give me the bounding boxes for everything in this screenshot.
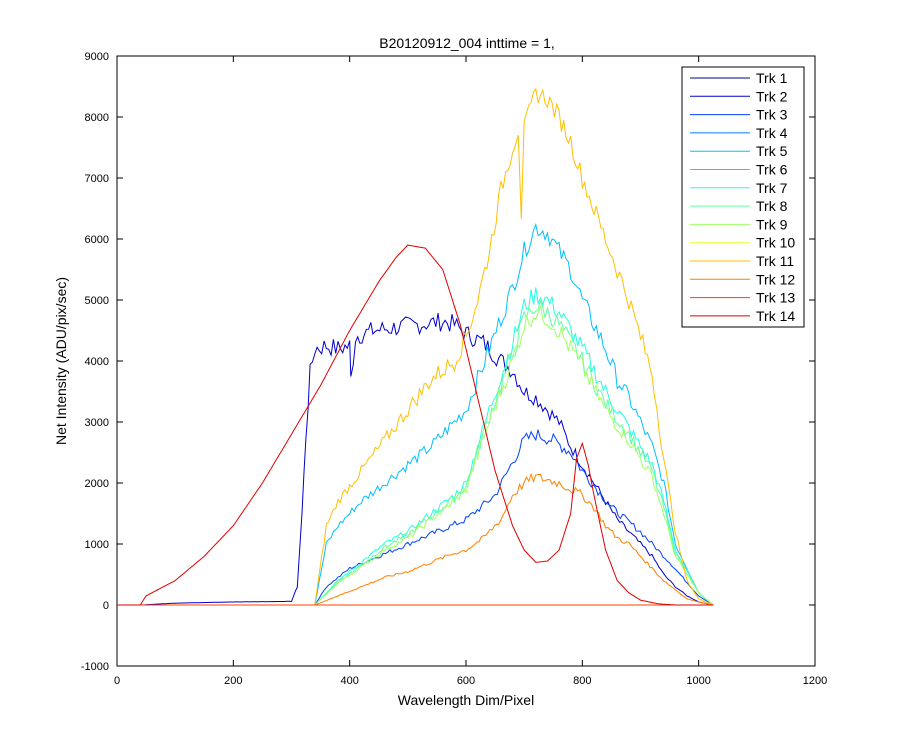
series-line-trk-2 <box>117 313 714 606</box>
legend-box <box>681 66 805 328</box>
x-tick-label: 1200 <box>803 675 827 687</box>
y-tick-label: 7000 <box>85 173 109 185</box>
y-tick-label: 4000 <box>85 356 109 368</box>
y-tick-label: -1000 <box>81 661 109 673</box>
x-tick-label: 800 <box>573 675 591 687</box>
legend-label: Trk 9 <box>756 216 788 232</box>
series-line-trk-14 <box>117 244 714 606</box>
x-axis-label: Wavelength Dim/Pixel <box>398 692 534 708</box>
legend-label: Trk 12 <box>756 271 795 287</box>
y-tick-label: 3000 <box>85 417 109 429</box>
legend-label: Trk 2 <box>756 88 788 104</box>
series-lines <box>117 87 714 606</box>
x-tick-label: 200 <box>224 675 242 687</box>
y-axis-label: Net Intensity (ADU/pix/sec) <box>53 277 69 445</box>
y-tick-label: 2000 <box>85 478 109 490</box>
legend-label: Trk 6 <box>756 162 788 178</box>
y-axis-ticks: -1000 0 1000 2000 3000 4000 5000 6000 7000 8000 90… <box>81 51 815 673</box>
x-tick-label: 600 <box>457 675 475 687</box>
legend-label: Trk 5 <box>756 143 788 159</box>
y-tick-label: 1000 <box>85 539 109 551</box>
legend-label: Trk 7 <box>756 180 788 196</box>
x-tick-label: 0 <box>114 675 120 687</box>
legend-label: Trk 14 <box>756 308 795 324</box>
y-tick-label: 5000 <box>85 295 109 307</box>
y-tick-label: 6000 <box>85 234 109 246</box>
legend-label: Trk 10 <box>756 235 795 251</box>
legend-label: Trk 1 <box>756 70 788 86</box>
y-tick-label: 9000 <box>85 51 109 63</box>
x-axis-ticks: 0 200 400 600 800 1000 1200 <box>114 56 827 687</box>
y-tick-label: 0 <box>103 600 109 612</box>
legend-label: Trk 8 <box>756 198 788 214</box>
legend-label: Trk 13 <box>756 290 795 306</box>
y-tick-label: 8000 <box>85 112 109 124</box>
legend-label: Trk 11 <box>756 253 794 269</box>
legend-label: Trk 3 <box>756 107 788 123</box>
chart-title: B20120912_004 inttime = 1, <box>379 35 555 51</box>
x-tick-label: 400 <box>340 675 358 687</box>
x-tick-label: 1000 <box>686 675 710 687</box>
legend-label: Trk 4 <box>756 125 788 141</box>
legend: Trk 1 Trk 2 Trk 3 Trk 4 Trk 5 Trk 6 Trk 7 Trk 8… <box>681 66 805 328</box>
